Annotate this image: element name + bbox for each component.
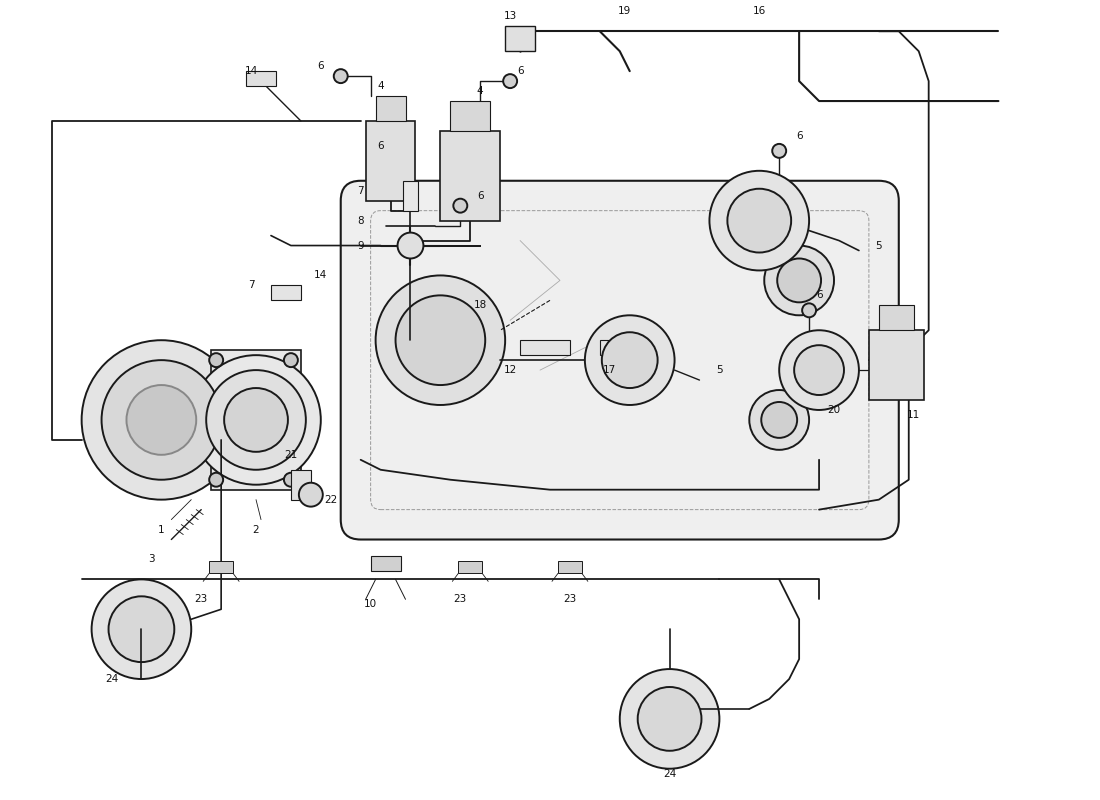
Bar bbox=[290, 470, 311, 500]
Circle shape bbox=[638, 687, 702, 750]
Text: 21: 21 bbox=[284, 450, 297, 460]
Text: 19: 19 bbox=[618, 6, 631, 16]
Circle shape bbox=[772, 144, 786, 158]
Bar bbox=[558, 562, 582, 574]
Circle shape bbox=[299, 482, 322, 506]
Bar bbox=[505, 26, 535, 51]
Text: 7: 7 bbox=[358, 186, 364, 196]
Circle shape bbox=[396, 295, 485, 385]
Text: 24: 24 bbox=[663, 769, 676, 778]
Text: 23: 23 bbox=[195, 594, 208, 604]
Circle shape bbox=[503, 74, 517, 88]
Text: 6: 6 bbox=[377, 141, 384, 151]
Circle shape bbox=[779, 330, 859, 410]
Bar bbox=[365, 121, 416, 201]
Circle shape bbox=[794, 345, 844, 395]
Text: 6: 6 bbox=[816, 290, 823, 300]
Bar bbox=[371, 557, 400, 571]
Text: 3: 3 bbox=[148, 554, 155, 565]
Text: 6: 6 bbox=[318, 61, 324, 71]
Circle shape bbox=[206, 370, 306, 470]
Circle shape bbox=[101, 360, 221, 480]
Circle shape bbox=[619, 669, 719, 769]
Bar bbox=[211, 350, 301, 490]
Circle shape bbox=[91, 579, 191, 679]
Text: 4: 4 bbox=[477, 86, 484, 96]
Text: 9: 9 bbox=[358, 241, 364, 250]
Text: 10: 10 bbox=[364, 599, 377, 610]
Circle shape bbox=[333, 69, 348, 83]
Circle shape bbox=[764, 246, 834, 315]
Text: 7: 7 bbox=[248, 280, 254, 290]
Text: 2: 2 bbox=[253, 525, 260, 534]
Circle shape bbox=[397, 233, 424, 258]
Bar bbox=[450, 101, 491, 131]
Text: 17: 17 bbox=[603, 365, 616, 375]
Text: 6: 6 bbox=[795, 131, 802, 141]
Circle shape bbox=[453, 198, 468, 213]
Text: 14: 14 bbox=[244, 66, 257, 76]
Text: 16: 16 bbox=[752, 6, 766, 16]
Text: euros: euros bbox=[448, 330, 712, 410]
Bar bbox=[459, 562, 482, 574]
Text: 1: 1 bbox=[158, 525, 165, 534]
Text: 14: 14 bbox=[315, 270, 328, 281]
Circle shape bbox=[81, 340, 241, 500]
Bar bbox=[520, 340, 570, 355]
Bar bbox=[271, 286, 301, 300]
Bar bbox=[869, 330, 924, 400]
Circle shape bbox=[126, 385, 196, 455]
Circle shape bbox=[761, 402, 798, 438]
Circle shape bbox=[602, 332, 658, 388]
Circle shape bbox=[727, 189, 791, 253]
Text: 18: 18 bbox=[474, 300, 487, 310]
Text: 5: 5 bbox=[716, 365, 723, 375]
Text: 6: 6 bbox=[477, 190, 484, 201]
Circle shape bbox=[749, 390, 810, 450]
Text: 23: 23 bbox=[563, 594, 576, 604]
Text: 6: 6 bbox=[517, 66, 524, 76]
Text: 12: 12 bbox=[504, 365, 517, 375]
Circle shape bbox=[284, 353, 298, 367]
Bar bbox=[246, 71, 276, 86]
Text: 5: 5 bbox=[876, 241, 882, 250]
Text: 23: 23 bbox=[453, 594, 466, 604]
FancyBboxPatch shape bbox=[341, 181, 899, 539]
Text: 24: 24 bbox=[104, 674, 118, 684]
Circle shape bbox=[191, 355, 321, 485]
Text: 13: 13 bbox=[504, 11, 517, 22]
Circle shape bbox=[375, 275, 505, 405]
Bar bbox=[440, 131, 500, 221]
Bar bbox=[375, 96, 406, 121]
Circle shape bbox=[710, 170, 810, 270]
Bar bbox=[209, 562, 233, 574]
Text: 8: 8 bbox=[358, 216, 364, 226]
Circle shape bbox=[802, 303, 816, 318]
Text: 4: 4 bbox=[377, 81, 384, 91]
Text: 11: 11 bbox=[908, 410, 921, 420]
Bar bbox=[879, 306, 914, 330]
Circle shape bbox=[209, 473, 223, 486]
Circle shape bbox=[284, 473, 298, 486]
Bar bbox=[403, 181, 418, 210]
Text: 22: 22 bbox=[324, 494, 338, 505]
Circle shape bbox=[585, 315, 674, 405]
Text: a passion for parts since 1985: a passion for parts since 1985 bbox=[505, 446, 735, 494]
Circle shape bbox=[209, 353, 223, 367]
Bar bbox=[600, 340, 629, 355]
Circle shape bbox=[109, 596, 174, 662]
Circle shape bbox=[224, 388, 288, 452]
Circle shape bbox=[778, 258, 821, 302]
Text: 20: 20 bbox=[827, 405, 840, 415]
